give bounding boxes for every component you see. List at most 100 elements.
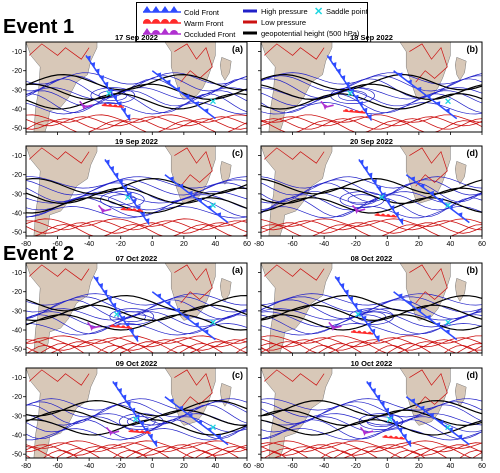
x-tick-label: -80 xyxy=(21,241,31,248)
low-pressure-contour xyxy=(28,369,90,386)
panel-date: 17 Sep 2022 xyxy=(115,33,158,42)
high-pressure-contour xyxy=(26,428,247,441)
panel-frame xyxy=(25,145,248,237)
cold-front xyxy=(405,174,470,224)
geopotential-contour xyxy=(261,73,482,91)
high-pressure-cell xyxy=(126,416,156,427)
x-tick-label: -20 xyxy=(116,241,126,248)
y-tick-label: -10 xyxy=(12,270,22,277)
warm-front xyxy=(374,213,397,218)
saddle-point-mark: ✕ xyxy=(346,89,354,99)
high-pressure-contour xyxy=(261,293,482,306)
geopotential-label: geopotential height (500 hPa) xyxy=(261,29,360,38)
low-pressure-contour xyxy=(261,344,480,353)
saddle-point-mark: ✕ xyxy=(386,415,394,425)
occluded-front-legend-icon xyxy=(143,28,181,35)
high-pressure-cell xyxy=(98,90,128,101)
high-pressure-contour xyxy=(26,90,247,107)
high-pressure-contour xyxy=(261,176,482,189)
cold-front xyxy=(164,396,229,446)
x-tick-label: -60 xyxy=(53,241,63,248)
geopotential-contour xyxy=(261,314,482,331)
panel-date: 18 Sep 2022 xyxy=(350,33,393,42)
high-pressure-contour xyxy=(261,311,482,328)
high-pressure-cell xyxy=(107,194,137,205)
geopotential-contour xyxy=(261,294,482,312)
low-pressure-contour xyxy=(26,440,247,449)
panel-frame xyxy=(25,262,248,354)
high-pressure-contour xyxy=(26,206,247,219)
x-tick-label: 0 xyxy=(385,241,389,248)
saddle-legend-icon: ✕ xyxy=(314,6,323,18)
high-pressure-contour xyxy=(261,102,482,115)
y-tick-label: -10 xyxy=(12,49,22,56)
low-pressure-contour xyxy=(263,447,482,458)
low-pressure-contour xyxy=(26,442,247,453)
legend: Cold Front Warm Front Occluded Front Hig… xyxy=(136,2,369,42)
low-pressure-contour xyxy=(26,120,247,132)
geopotential-contour xyxy=(26,187,247,205)
x-tick-label: 20 xyxy=(415,463,423,470)
y-tick-label: -40 xyxy=(12,211,22,218)
low-pressure-contour xyxy=(42,450,218,458)
y-tick-label: -20 xyxy=(12,289,22,296)
warm-front xyxy=(109,324,132,329)
low-pressure-contour xyxy=(261,224,482,236)
geopotential-contour xyxy=(261,93,482,110)
high-pressure-contour xyxy=(26,179,247,196)
madagascar-land xyxy=(219,160,232,185)
high-pressure-contour xyxy=(26,176,247,189)
low-pressure-contour xyxy=(409,147,448,187)
saddle-point-mark: ✕ xyxy=(209,96,217,106)
south-america-land xyxy=(261,368,333,458)
panel-letter: (c) xyxy=(232,370,243,380)
y-tick-label: -50 xyxy=(12,126,22,133)
x-tick-label: -20 xyxy=(116,463,126,470)
madagascar-land xyxy=(454,277,467,302)
saddle-point-mark: ✕ xyxy=(378,193,386,203)
panel-letter: (b) xyxy=(467,44,479,54)
occluded-front xyxy=(320,100,334,110)
low-pressure-contour xyxy=(263,43,325,60)
warm-front xyxy=(343,109,366,114)
warm-front xyxy=(128,429,151,434)
low-pressure-contour xyxy=(261,339,482,351)
x-tick-label: 20 xyxy=(415,241,423,248)
low-pressure-contour xyxy=(32,224,247,236)
low-pressure-contour xyxy=(26,222,247,234)
high-pressure-cell xyxy=(117,311,147,322)
panel-date: 10 Oct 2022 xyxy=(351,359,393,368)
y-tick-label: -50 xyxy=(12,347,22,354)
high-pressure-contour xyxy=(261,314,482,335)
warm-front xyxy=(120,207,143,212)
y-tick-label: -40 xyxy=(12,328,22,335)
panel-letter: (b) xyxy=(467,265,479,275)
geopotential-contour xyxy=(26,409,247,427)
y-tick-label: -30 xyxy=(12,308,22,315)
low-pressure-contour xyxy=(26,118,247,130)
high-pressure-cell xyxy=(99,191,145,208)
occluded-front xyxy=(97,204,112,214)
saddle-point-mark: ✕ xyxy=(113,310,121,320)
saddle-point-mark: ✕ xyxy=(132,415,140,425)
low-pressure-contour xyxy=(261,444,482,456)
high-pressure-contour xyxy=(261,413,482,426)
legend-symbols: Cold Front Warm Front Occluded Front Hig… xyxy=(143,6,369,39)
warm-front-label: Warm Front xyxy=(184,19,224,28)
low-pressure-contour xyxy=(174,264,213,304)
high-pressure-contour xyxy=(26,191,247,204)
cold-front xyxy=(104,158,150,225)
x-tick-label: 0 xyxy=(385,463,389,470)
low-pressure-contour xyxy=(28,147,90,164)
x-tick-label: -60 xyxy=(288,241,298,248)
y-tick-label: -20 xyxy=(12,68,22,75)
x-tick-label: -20 xyxy=(351,463,361,470)
panel-date: 20 Sep 2022 xyxy=(350,137,393,146)
high-pressure-cell xyxy=(366,416,396,427)
low-pressure-contour xyxy=(28,43,90,60)
low-pressure-contour xyxy=(174,369,213,409)
saddle-point-mark: ✕ xyxy=(444,422,452,432)
low-pressure-contour xyxy=(261,118,482,130)
x-tick-label: -40 xyxy=(84,241,94,248)
panel-letter: (d) xyxy=(467,148,479,158)
